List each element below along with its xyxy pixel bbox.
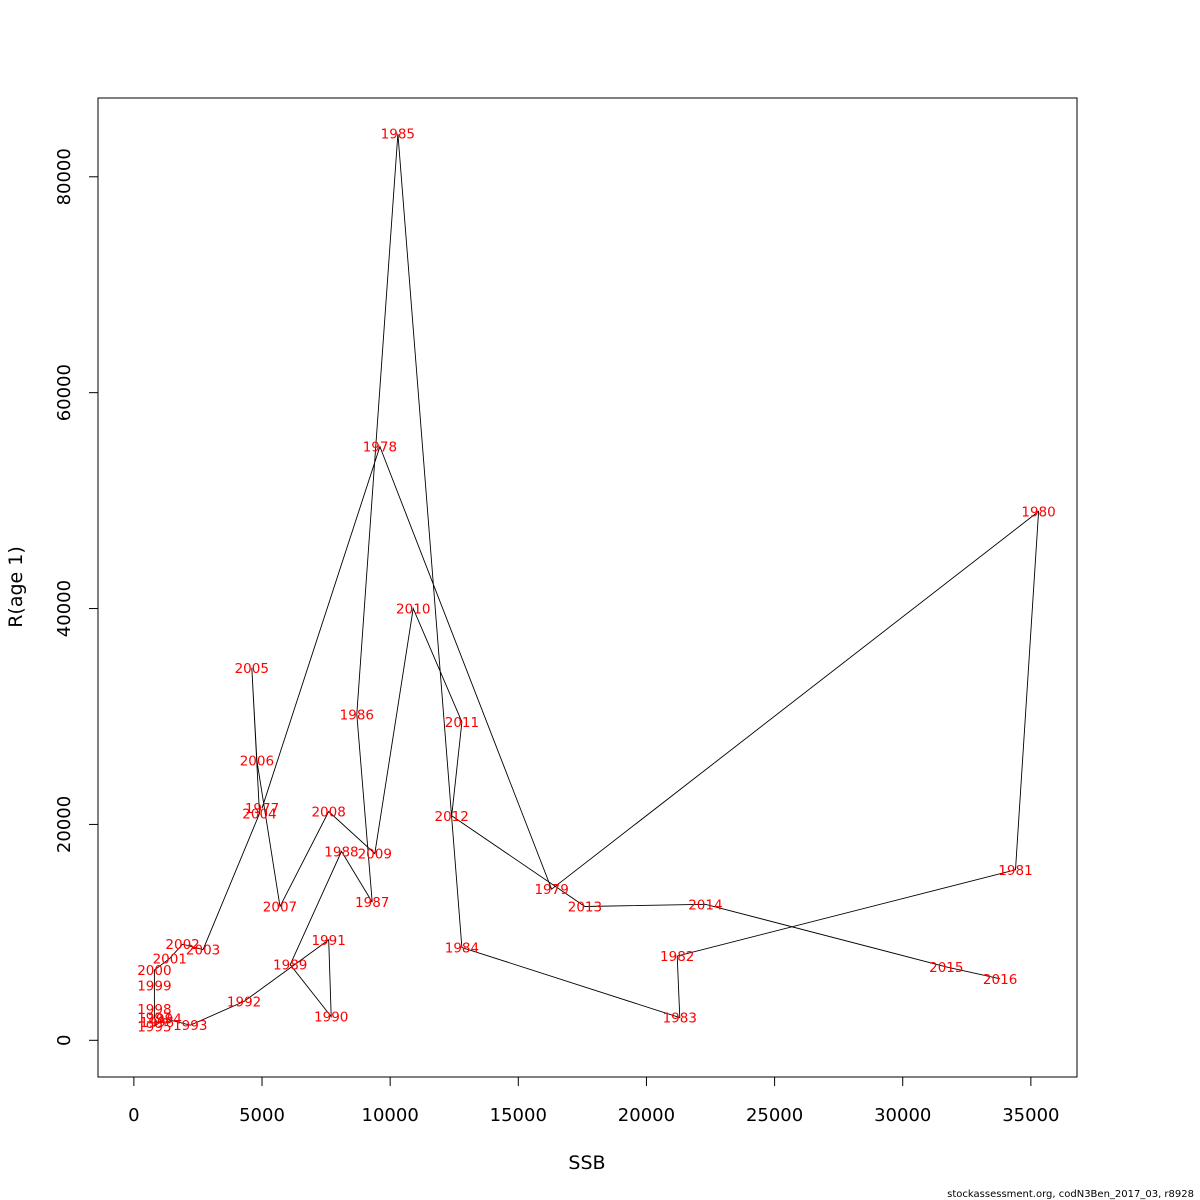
y-tick-label: 40000	[54, 580, 75, 637]
year-label-2016: 2016	[983, 972, 1017, 988]
year-label-2007: 2007	[263, 899, 297, 915]
x-tick-label: 20000	[618, 1105, 675, 1126]
year-label-1993: 1993	[173, 1018, 207, 1034]
year-label-1979: 1979	[534, 882, 568, 898]
year-label-1977: 1977	[245, 801, 279, 817]
year-label-1980: 1980	[1021, 504, 1055, 520]
year-label-1982: 1982	[660, 949, 694, 965]
year-label-1994: 1994	[147, 1012, 181, 1028]
year-label-1981: 1981	[998, 863, 1032, 879]
year-label-2003: 2003	[186, 943, 220, 959]
year-label-2010: 2010	[396, 602, 430, 618]
y-tick-label: 20000	[54, 796, 75, 853]
year-label-1978: 1978	[363, 440, 397, 456]
y-tick-label: 60000	[54, 364, 75, 421]
x-tick-label: 5000	[239, 1105, 285, 1126]
year-label-2005: 2005	[235, 661, 269, 677]
year-label-2002: 2002	[165, 937, 199, 953]
year-label-1995: 1995	[137, 1019, 171, 1035]
y-axis-title: R(age 1)	[5, 546, 27, 628]
plot-frame	[97, 97, 1078, 1078]
x-tick-label: 15000	[490, 1105, 547, 1126]
year-label-2015: 2015	[929, 960, 963, 976]
year-label-1990: 1990	[314, 1010, 348, 1026]
y-axis: 0 20000 40000 60000 80000	[54, 148, 99, 1046]
footer-credit: stockassessment.org, codN3Ben_2017_03, r…	[947, 1189, 1194, 1200]
year-label-1987: 1987	[355, 895, 389, 911]
year-label-2006: 2006	[240, 754, 274, 770]
year-label-2013: 2013	[568, 899, 602, 915]
year-label-1985: 1985	[381, 127, 415, 143]
x-axis-title: SSB	[568, 1152, 605, 1174]
x-tick-label: 10000	[362, 1105, 419, 1126]
x-tick-label: 0	[128, 1105, 139, 1126]
point-labels: 1977 1978 1979 1980 1981 1982 1983 1984 1985 1986…	[137, 127, 1056, 1036]
year-label-1984: 1984	[445, 940, 479, 956]
year-label-1996: 1996	[140, 1015, 174, 1031]
year-label-2008: 2008	[311, 804, 345, 820]
year-label-2004: 2004	[242, 807, 276, 823]
year-label-1988: 1988	[324, 844, 358, 860]
year-label-1997: 1997	[137, 1011, 171, 1027]
year-label-2001: 2001	[153, 951, 187, 967]
series-path	[153, 133, 1040, 1027]
year-label-1983: 1983	[663, 1011, 697, 1027]
sr-trajectory-line	[153, 133, 1040, 1027]
y-tick-label: 0	[54, 1035, 75, 1046]
x-tick-label: 25000	[746, 1105, 803, 1126]
year-label-2012: 2012	[434, 809, 468, 825]
x-tick-label: 30000	[874, 1105, 931, 1126]
year-label-2014: 2014	[688, 897, 722, 913]
x-tick-label: 35000	[1002, 1105, 1059, 1126]
x-axis: 0 5000 10000 15000 20000 25000 30000 35000	[128, 1076, 1060, 1126]
year-label-2000: 2000	[137, 963, 171, 979]
year-label-1998: 1998	[137, 1002, 171, 1018]
year-label-1992: 1992	[227, 994, 261, 1010]
year-label-1989: 1989	[273, 958, 307, 974]
year-label-2011: 2011	[445, 715, 479, 731]
year-label-1991: 1991	[311, 933, 345, 949]
y-tick-label: 80000	[54, 148, 75, 205]
year-label-1986: 1986	[340, 707, 374, 723]
year-label-1999: 1999	[137, 978, 171, 994]
year-label-2009: 2009	[358, 847, 392, 863]
